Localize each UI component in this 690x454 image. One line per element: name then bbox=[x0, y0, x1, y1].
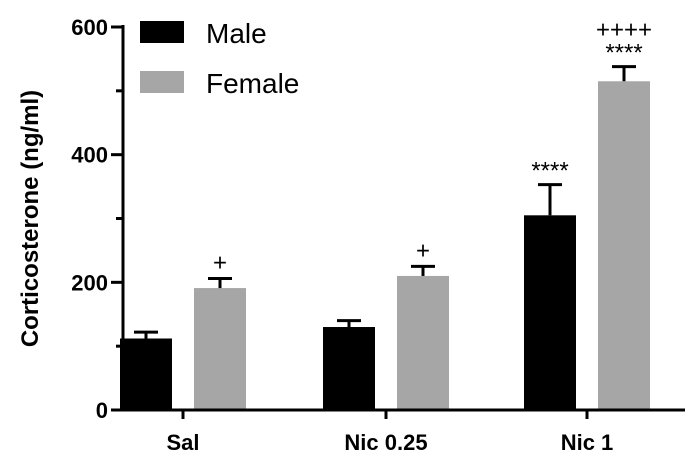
legend-swatch-female bbox=[140, 71, 184, 93]
x-tick-label-sal: Sal bbox=[166, 430, 199, 454]
y-tick-label-400: 400 bbox=[71, 143, 108, 168]
bar-male-nic-0-25 bbox=[323, 327, 375, 410]
annotation-2-female-nic-1: ++++ bbox=[596, 17, 652, 44]
axes: Sal Nic 0.25 Nic 1 0 200 400 600 bbox=[71, 15, 685, 454]
plot-area: + +********++++ bbox=[120, 17, 652, 410]
y-tick-label-200: 200 bbox=[71, 270, 108, 295]
legend: Male Female bbox=[140, 18, 299, 99]
bar-female-sal bbox=[194, 288, 246, 410]
y-axis-label: Corticosterone (ng/ml) bbox=[17, 90, 44, 347]
bar-female-nic-0-25 bbox=[397, 275, 449, 410]
annotation-female-nic-1: **** bbox=[605, 40, 642, 67]
legend-swatch-male bbox=[140, 21, 184, 43]
bar-male-nic-1 bbox=[524, 215, 576, 410]
annotation-female-nic-0-25: + bbox=[416, 237, 430, 264]
annotation-male-nic-1: **** bbox=[531, 158, 568, 185]
x-tick-label-nic-0-25: Nic 0.25 bbox=[344, 430, 427, 454]
y-tick-label-600: 600 bbox=[71, 15, 108, 40]
bar-male-sal bbox=[120, 338, 172, 410]
annotation-female-sal: + bbox=[213, 250, 227, 277]
y-tick-label-0: 0 bbox=[96, 398, 108, 423]
legend-label-male: Male bbox=[206, 18, 267, 49]
legend-label-female: Female bbox=[206, 68, 299, 99]
x-tick-label-nic-1: Nic 1 bbox=[561, 430, 614, 454]
bar-female-nic-1 bbox=[598, 81, 650, 410]
